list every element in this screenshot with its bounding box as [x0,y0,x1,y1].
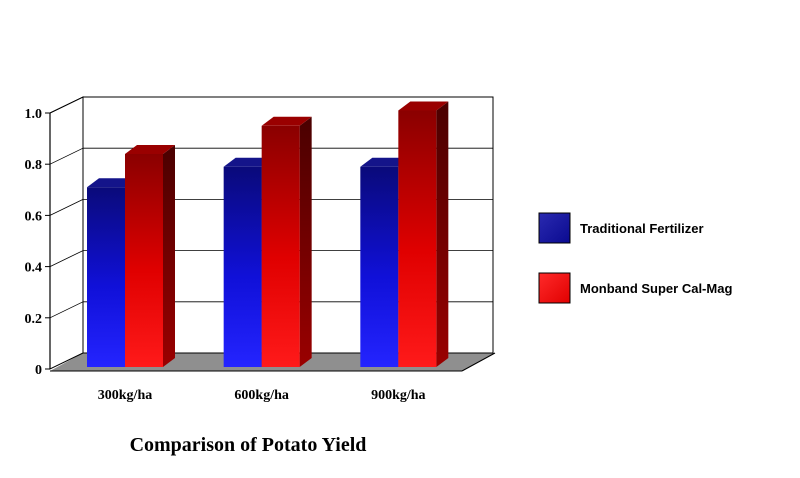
bar-front [223,166,262,367]
gridline-side [49,96,84,114]
bar-side [163,144,175,367]
chart-title: Comparison of Potato Yield [130,434,367,456]
bars [87,101,449,367]
bar-top [87,178,137,188]
y-tick-label: 0.6 [25,209,43,224]
bar-top [360,157,411,167]
bar-front [398,110,437,367]
gridline-side [49,199,84,216]
y-axis-ticks: 0 0.2 0.4 0.6 0.8 1.0 [25,107,50,378]
y-tick-label: 0.8 [25,158,43,173]
bar [125,144,175,367]
bar-top [398,101,449,111]
x-tick-label: 300kg/ha [98,388,152,403]
x-tick-label: 600kg/ha [234,388,288,403]
side-wall [49,96,84,370]
legend-swatch [538,272,571,304]
gridline-side [49,147,84,165]
bar-side [436,101,449,367]
gridline-side [49,301,84,319]
x-tick-label: 900kg/ha [371,388,425,403]
legend-item: Monband Super Cal-Mag [538,272,732,304]
y-tick-label: 0 [35,363,42,378]
floor-edge [461,352,496,372]
bar-front [261,125,300,367]
bar-top [125,144,175,154]
bar [261,116,312,367]
legend-item: Traditional Fertilizer [538,212,704,244]
bar-front [360,166,399,367]
bar-top [223,157,274,167]
bar-front [125,153,163,367]
y-tick-label: 0.4 [25,261,43,276]
bar-front [87,187,125,367]
y-tick-label: 1.0 [25,107,43,122]
gridline-side [49,250,84,267]
bar-side [299,116,312,367]
bar-top [261,116,312,126]
y-tick-label: 0.2 [25,312,43,327]
legend-swatch [538,212,571,244]
legend: Traditional Fertilizer Monband Super Cal-… [538,212,732,304]
x-axis-labels: 300kg/ha 600kg/ha 900kg/ha [98,388,426,403]
legend-label: Traditional Fertilizer [580,221,704,236]
legend-label: Monband Super Cal-Mag [580,281,732,296]
bar [398,101,449,367]
